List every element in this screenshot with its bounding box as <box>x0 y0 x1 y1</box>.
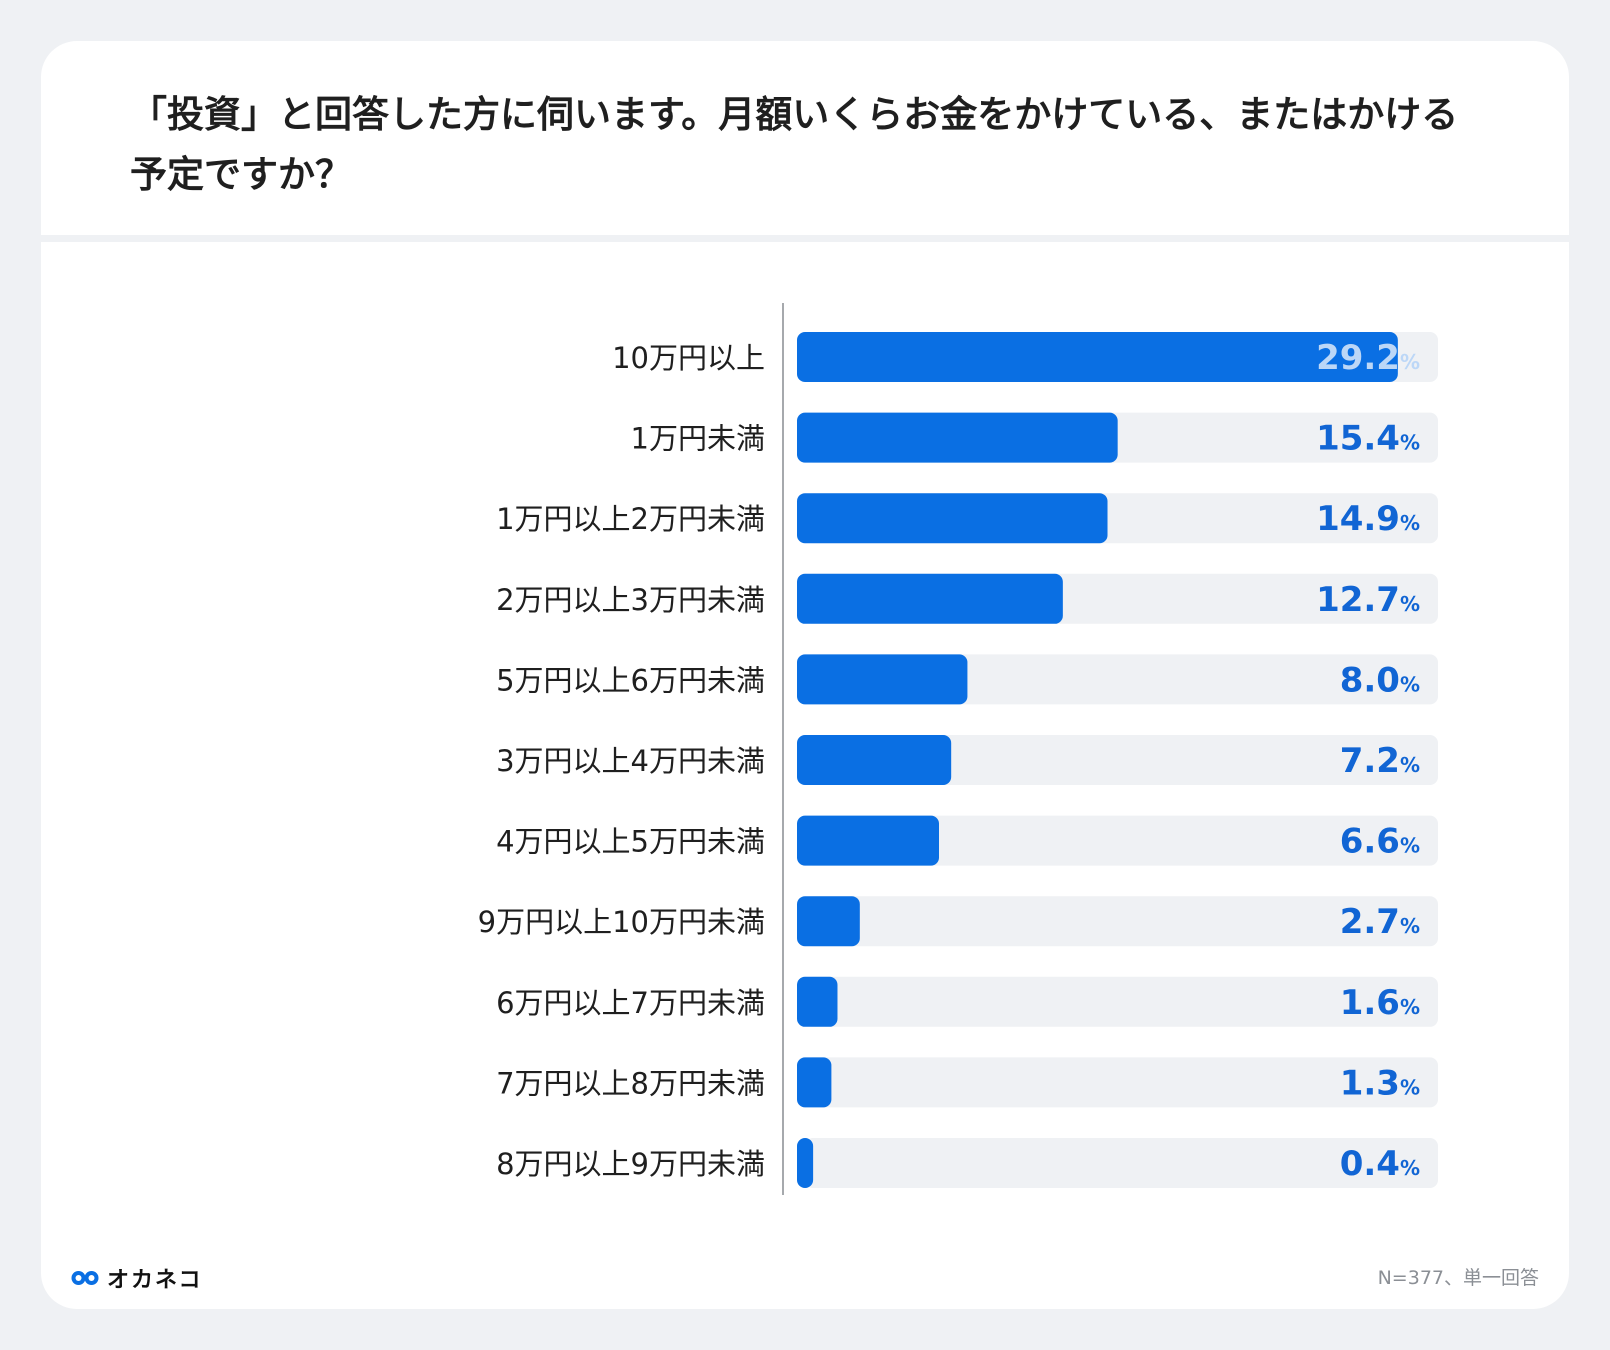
chart-card: 「投資」と回答した方に伺います。月額いくらお金をかけている、またはかける予定です… <box>41 41 1569 1309</box>
bar <box>797 493 1108 544</box>
bar <box>797 412 1118 463</box>
category-label: 1万円以上2万円未満 <box>496 502 765 536</box>
bar <box>797 896 860 947</box>
bar-track <box>805 735 1438 785</box>
value-label: 7.2% <box>1340 741 1420 781</box>
category-label: 8万円以上9万円未満 <box>496 1147 765 1181</box>
bar <box>797 815 939 866</box>
brand-logo: オカネコ <box>71 1262 203 1294</box>
bar <box>797 654 968 705</box>
value-label: 6.6% <box>1340 822 1420 862</box>
category-label: 3万円以上4万円未満 <box>496 744 765 778</box>
category-label: 6万円以上7万円未満 <box>496 986 765 1020</box>
bar-chart: 10万円以上 29.2% 1万円未満 15.4% 1万円以上2万円未満 14.9% 2万円以… <box>478 303 1438 1195</box>
brand-name: オカネコ <box>107 1268 203 1293</box>
category-label: 2万円以上3万円未満 <box>496 583 765 617</box>
bar-track <box>805 815 1438 866</box>
category-label: 1万円未満 <box>631 422 765 456</box>
bar-track <box>805 1138 1438 1188</box>
value-label: 1.6% <box>1340 983 1420 1023</box>
sample-note: N=377、単一回答 <box>1377 1267 1539 1289</box>
category-label: 4万円以上5万円未満 <box>496 825 765 859</box>
category-label: 5万円以上6万円未満 <box>496 663 765 697</box>
category-label: 10万円以上 <box>612 341 765 375</box>
value-label: 0.4% <box>1340 1144 1420 1184</box>
value-label: 15.4% <box>1316 419 1420 459</box>
bar-track <box>805 1057 1438 1108</box>
value-label: 2.7% <box>1340 902 1420 942</box>
bar <box>797 976 838 1027</box>
bar-track <box>805 976 1438 1027</box>
value-label: 1.3% <box>1340 1063 1420 1103</box>
bar <box>797 573 1063 624</box>
okaneko-logo-icon <box>71 1271 99 1285</box>
category-label: 7万円以上8万円未満 <box>496 1066 765 1100</box>
bar <box>797 1138 814 1188</box>
category-label: 9万円以上10万円未満 <box>478 905 765 939</box>
value-label: 8.0% <box>1340 660 1420 700</box>
value-label: 29.2% <box>1316 338 1420 378</box>
bar <box>797 332 1398 382</box>
value-label: 12.7% <box>1316 580 1420 620</box>
bar <box>797 1057 832 1108</box>
bar-track <box>805 896 1438 947</box>
header-divider <box>41 235 1569 242</box>
chart-title: 「投資」と回答した方に伺います。月額いくらお金をかけている、またはかける予定です… <box>130 93 1459 196</box>
value-label: 14.9% <box>1316 499 1420 539</box>
bar <box>797 735 952 785</box>
